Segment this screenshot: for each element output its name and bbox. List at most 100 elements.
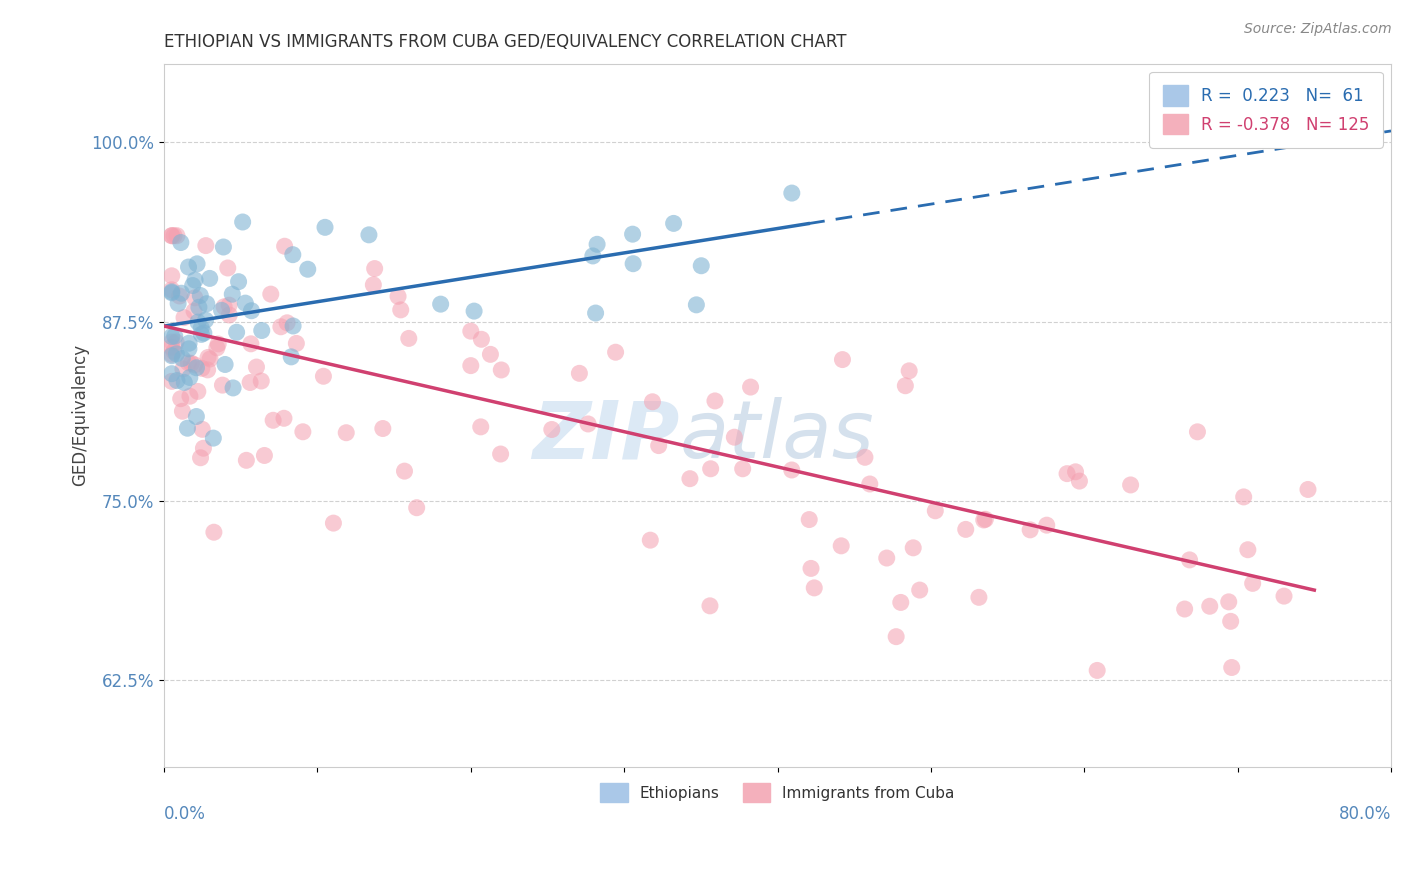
Point [540, 422, 562, 436]
Point [291, 425, 314, 439]
Point [398, 331, 420, 345]
Point [212, 240, 235, 254]
Point [250, 374, 273, 388]
Point [173, 310, 195, 325]
Point [1035, 518, 1057, 533]
Point [903, 541, 925, 555]
Point [197, 363, 219, 377]
Point [1119, 478, 1142, 492]
Point [197, 351, 219, 365]
Point [172, 404, 194, 418]
Point [166, 374, 188, 388]
Point [214, 358, 236, 372]
Point [270, 319, 292, 334]
Point [830, 539, 852, 553]
Point [160, 268, 183, 283]
Point [260, 287, 283, 301]
Point [463, 304, 485, 318]
Point [276, 316, 298, 330]
Point [780, 186, 803, 200]
Point [470, 332, 492, 346]
Point [195, 297, 218, 311]
Point [167, 296, 190, 310]
Point [177, 356, 200, 370]
Point [357, 227, 380, 242]
Point [173, 376, 195, 390]
Point [207, 337, 229, 351]
Point [831, 352, 853, 367]
Point [232, 215, 254, 229]
Point [1198, 599, 1220, 614]
Point [924, 504, 946, 518]
Point [194, 238, 217, 252]
Point [179, 370, 201, 384]
Point [967, 591, 990, 605]
Point [160, 329, 183, 343]
Point [621, 257, 644, 271]
Point [205, 341, 228, 355]
Point [188, 288, 211, 302]
Point [568, 367, 591, 381]
Point [489, 447, 512, 461]
Point [198, 351, 221, 366]
Text: ETHIOPIAN VS IMMIGRANTS FROM CUBA GED/EQUIVALENCY CORRELATION CHART: ETHIOPIAN VS IMMIGRANTS FROM CUBA GED/EQ… [165, 33, 846, 51]
Point [190, 450, 212, 465]
Point [186, 257, 208, 271]
Point [1085, 664, 1108, 678]
Point [250, 324, 273, 338]
Point [405, 500, 427, 515]
Point [363, 277, 385, 292]
Point [470, 420, 492, 434]
Point [183, 358, 205, 372]
Point [160, 285, 183, 300]
Point [218, 308, 240, 322]
Point [699, 599, 721, 613]
Point [1069, 474, 1091, 488]
Point [1241, 576, 1264, 591]
Point [160, 228, 183, 243]
Point [262, 413, 284, 427]
Point [799, 512, 821, 526]
Y-axis label: GED/Equivalency: GED/Equivalency [72, 344, 89, 486]
Point [222, 381, 245, 395]
Point [894, 378, 917, 392]
Point [239, 376, 262, 390]
Point [228, 275, 250, 289]
Point [1237, 542, 1260, 557]
Point [160, 340, 183, 354]
Point [908, 583, 931, 598]
Point [460, 359, 482, 373]
Point [163, 329, 186, 343]
Point [177, 336, 200, 351]
Point [273, 239, 295, 253]
Point [685, 298, 707, 312]
Point [160, 349, 183, 363]
Point [890, 595, 912, 609]
Point [221, 287, 243, 301]
Point [314, 220, 336, 235]
Point [193, 442, 215, 456]
Point [194, 313, 217, 327]
Point [186, 409, 208, 424]
Point [973, 513, 995, 527]
Point [202, 431, 225, 445]
Point [1296, 483, 1319, 497]
Point [1187, 425, 1209, 439]
Point [1178, 553, 1201, 567]
Point [800, 561, 823, 575]
Point [1056, 467, 1078, 481]
Point [429, 297, 451, 311]
Point [198, 271, 221, 285]
Point [640, 533, 662, 548]
Point [217, 260, 239, 275]
Point [191, 361, 214, 376]
Point [273, 411, 295, 425]
Point [160, 367, 183, 381]
Point [280, 350, 302, 364]
Point [859, 477, 882, 491]
Point [1218, 595, 1240, 609]
Point [1233, 490, 1256, 504]
Point [165, 334, 187, 349]
Point [647, 439, 669, 453]
Point [1219, 615, 1241, 629]
